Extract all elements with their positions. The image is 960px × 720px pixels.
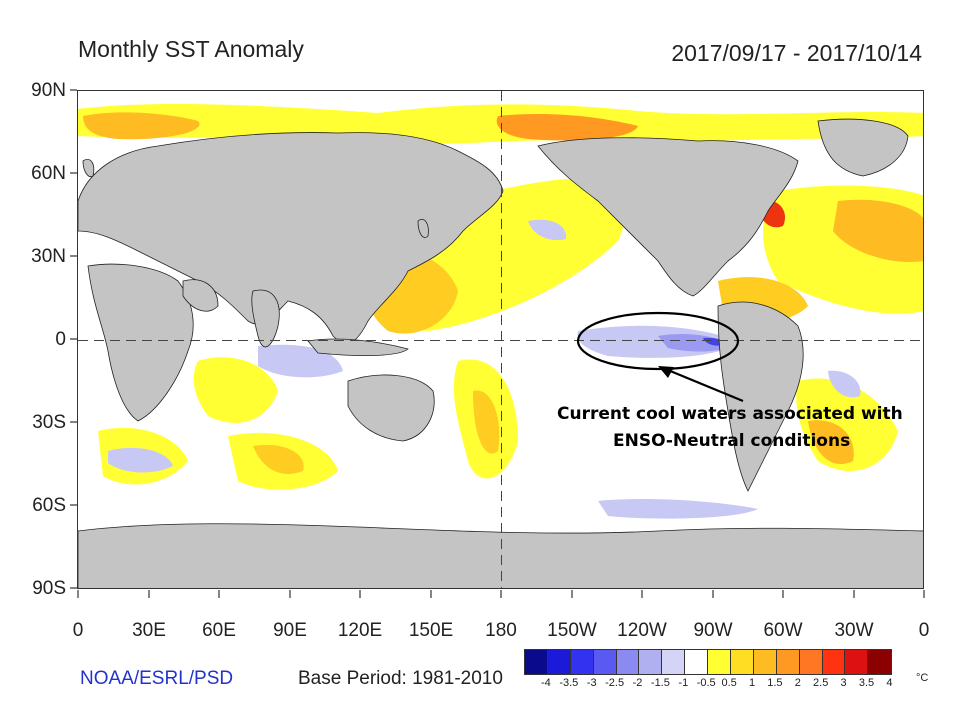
lon-label-60e: 60E (202, 620, 236, 641)
australia (347, 374, 435, 442)
axis-ticks (70, 89, 925, 598)
colorbar-tick-label: 2 (794, 677, 801, 689)
colorbar-tick-label: 4 (886, 677, 893, 689)
lat-label-90n: 90N (31, 80, 66, 101)
colorbar-tick-label: -1 (678, 677, 689, 689)
arctic-hot-spot-west (83, 112, 200, 140)
lat-label-60s: 60S (32, 495, 66, 516)
lat-label-eq: 0 (55, 329, 66, 350)
source-label: NOAA/ESRL/PSD (80, 668, 234, 689)
south-indian-orange (253, 444, 304, 474)
hawaii-warm (518, 237, 583, 273)
colorbar-tick-label: 0.5 (721, 677, 737, 689)
lon-label-0: 0 (72, 620, 84, 641)
lon-label-30e: 30E (132, 620, 166, 641)
india (251, 289, 280, 348)
colorbar-cell (753, 650, 777, 674)
colorbar-tick-label: 3.5 (858, 677, 875, 689)
colorbar-cell (547, 650, 571, 674)
sst-anomaly-map (77, 90, 924, 589)
greenland (817, 118, 909, 177)
colorbar-tick-label: -2.5 (605, 677, 625, 689)
colorbar-cell (845, 650, 869, 674)
lat-label-30n: 30N (31, 246, 66, 267)
colorbar-cell (593, 650, 617, 674)
arctic-hot-spot-east (496, 114, 638, 141)
land-layer (78, 118, 923, 588)
lat-label-30s: 30S (32, 412, 66, 433)
colorbar-tick-label: 1.5 (767, 677, 783, 689)
base-period-label: Base Period: 1981-2010 (298, 668, 503, 689)
south-america (717, 301, 804, 492)
colorbar-cell (868, 650, 892, 674)
lon-label-30w: 30W (834, 620, 874, 641)
south-indian-cool (108, 447, 173, 473)
lon-label-120e: 120E (337, 620, 383, 641)
colorbar-cell (662, 650, 686, 674)
colorbar-unit: °C (916, 672, 929, 684)
africa (87, 263, 194, 422)
lat-label-60n: 60N (31, 163, 66, 184)
colorbar-cell (731, 650, 754, 674)
lon-label-150w: 150W (547, 620, 597, 641)
japan (417, 219, 429, 238)
colorbar-cell (570, 650, 594, 674)
southern-ocean-cool (598, 498, 758, 519)
colorbar-cell (616, 650, 640, 674)
colorbar-cell (708, 650, 732, 674)
north-pacific-cool (528, 219, 567, 241)
lon-label-120w: 120W (617, 620, 667, 641)
map-canvas (78, 91, 923, 588)
colorbar-tick-label: -2 (632, 677, 643, 689)
indonesia (307, 338, 409, 357)
lon-label-180: 180 (485, 620, 517, 641)
arabia (182, 279, 219, 312)
colorbar-cell (822, 650, 846, 674)
colorbar-tick-label: 1 (748, 677, 756, 689)
colorbar-tick-label: 2.5 (813, 677, 829, 689)
colorbar-tick-label: -4 (541, 677, 551, 689)
lat-label-90s: 90S (32, 578, 66, 599)
south-atlantic-orange (808, 420, 854, 465)
colorbar-tick-label: -1.5 (650, 677, 670, 689)
antarctica (78, 523, 923, 588)
lon-label-60w: 60W (763, 620, 803, 641)
colorbar-cell (799, 650, 823, 674)
colorbar-cell (776, 650, 800, 674)
north-atlantic-orange (833, 199, 923, 262)
annotation-line-1: Current cool waters associated with (557, 404, 903, 424)
colorbar-tick-label: -3.5 (559, 677, 579, 689)
south-pacific-orange (473, 390, 500, 454)
colorbar (524, 649, 893, 675)
annotation-arrow-shaft (662, 366, 744, 403)
indian-ocean-warm (193, 357, 278, 423)
se-pacific-cool (828, 370, 861, 398)
cool-waters-ellipse (576, 311, 740, 371)
colorbar-cell (685, 650, 709, 674)
lon-label-150e: 150E (408, 620, 454, 641)
annotation-arrowhead (658, 366, 674, 378)
uk (82, 159, 95, 178)
colorbar-cell (525, 650, 548, 674)
map-title: Monthly SST Anomaly (78, 36, 304, 62)
colorbar-cell (639, 650, 663, 674)
north-america (537, 137, 799, 297)
colorbar-tick-label: -3 (586, 677, 597, 689)
date-range: 2017/09/17 - 2017/10/14 (671, 40, 922, 66)
lon-label-0-end: 0 (918, 620, 930, 641)
lon-label-90e: 90E (273, 620, 307, 641)
lon-label-90w: 90W (693, 620, 733, 641)
colorbar-tick-label: 3 (840, 677, 847, 689)
colorbar-tick-label: -0.5 (696, 677, 716, 689)
annotation-line-2: ENSO-Neutral conditions (613, 431, 851, 451)
